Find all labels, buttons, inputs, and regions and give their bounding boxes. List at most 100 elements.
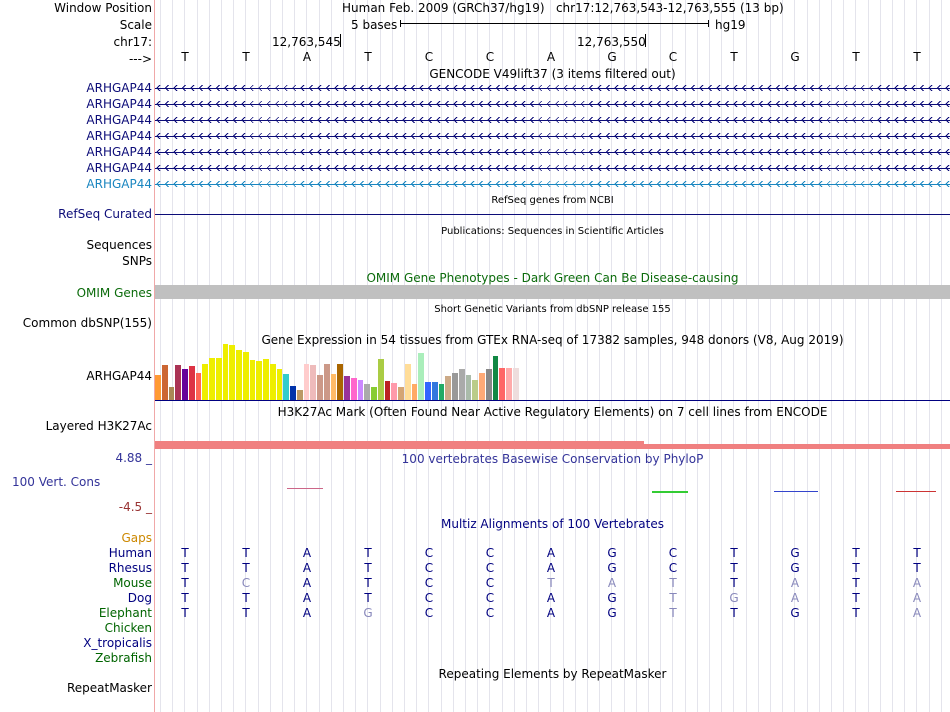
gtex-tissue-bar[interactable] bbox=[452, 373, 458, 400]
gtex-tissue-bar[interactable] bbox=[175, 365, 182, 400]
gtex-tissue-bar[interactable] bbox=[357, 380, 364, 400]
gtex-tissue-bar[interactable] bbox=[418, 353, 425, 400]
alignment-base: C bbox=[485, 561, 495, 575]
layered-h3k27ac-label[interactable]: Layered H3K27Ac bbox=[45, 419, 152, 433]
gtex-tissue-bar[interactable] bbox=[330, 374, 337, 400]
gencode-transcript-line[interactable] bbox=[155, 114, 950, 126]
gtex-tissue-bar[interactable] bbox=[472, 380, 479, 400]
repeatmasker-title: Repeating Elements by RepeatMasker bbox=[438, 667, 667, 681]
gtex-tissue-bar[interactable] bbox=[411, 384, 418, 400]
gtex-tissue-bar[interactable] bbox=[438, 384, 445, 400]
gtex-tissue-bar[interactable] bbox=[215, 358, 222, 400]
gtex-tissue-bar[interactable] bbox=[431, 382, 438, 400]
h3k27ac-signal-right[interactable] bbox=[644, 444, 950, 449]
gtex-tissue-bar[interactable] bbox=[458, 369, 465, 400]
gtex-gene-label[interactable]: ARHGAP44 bbox=[86, 369, 152, 383]
gtex-tissue-bar[interactable] bbox=[155, 375, 161, 400]
gtex-tissue-bar[interactable] bbox=[263, 359, 269, 400]
species-label[interactable]: Chicken bbox=[104, 621, 152, 635]
gtex-tissue-bar[interactable] bbox=[445, 376, 452, 400]
common-dbsnp-label[interactable]: Common dbSNP(155) bbox=[22, 316, 152, 330]
gencode-transcript-label[interactable]: ARHGAP44 bbox=[86, 161, 152, 175]
gtex-tissue-bar[interactable] bbox=[229, 345, 236, 400]
gencode-transcript-label[interactable]: ARHGAP44 bbox=[86, 113, 152, 127]
scale-label: Scale bbox=[119, 18, 152, 32]
gtex-tissue-bar[interactable] bbox=[344, 376, 350, 400]
gaps-label[interactable]: Gaps bbox=[121, 531, 152, 545]
gtex-tissue-bar[interactable] bbox=[492, 356, 499, 400]
repeatmasker-label[interactable]: RepeatMasker bbox=[66, 681, 152, 695]
gtex-tissue-bar[interactable] bbox=[485, 369, 492, 400]
gtex-tissue-bar[interactable] bbox=[202, 364, 209, 400]
gencode-transcript-line[interactable] bbox=[155, 130, 950, 142]
h3k27ac-signal-left[interactable] bbox=[155, 441, 644, 449]
species-label[interactable]: X_tropicalis bbox=[83, 636, 152, 650]
gtex-tissue-bar[interactable] bbox=[425, 382, 431, 400]
omim-genes-label[interactable]: OMIM Genes bbox=[76, 286, 152, 300]
gtex-tissue-bar[interactable] bbox=[303, 364, 310, 400]
gtex-tissue-bar[interactable] bbox=[506, 368, 512, 400]
gencode-transcript-label[interactable]: ARHGAP44 bbox=[86, 97, 152, 111]
gtex-tissue-bar[interactable] bbox=[269, 364, 276, 400]
gtex-tissue-bar[interactable] bbox=[512, 368, 519, 400]
gtex-bar-chart[interactable] bbox=[155, 344, 950, 402]
gencode-transcript-label[interactable]: ARHGAP44 bbox=[86, 81, 152, 95]
gencode-transcript-line[interactable] bbox=[155, 146, 950, 158]
gencode-transcript-line[interactable] bbox=[155, 82, 950, 94]
gtex-tissue-bar[interactable] bbox=[276, 369, 283, 400]
species-label[interactable]: Rhesus bbox=[108, 561, 152, 575]
gtex-tissue-bar[interactable] bbox=[242, 352, 249, 400]
gtex-tissue-bar[interactable] bbox=[188, 366, 195, 400]
gtex-tissue-bar[interactable] bbox=[384, 381, 391, 400]
grid-line bbox=[441, 0, 442, 712]
gtex-tissue-bar[interactable] bbox=[290, 386, 296, 400]
gencode-transcript-line[interactable] bbox=[155, 162, 950, 174]
gtex-tissue-bar[interactable] bbox=[364, 384, 371, 400]
grid-line bbox=[916, 0, 917, 712]
gtex-tissue-bar[interactable] bbox=[296, 390, 303, 400]
gtex-tissue-bar[interactable] bbox=[222, 344, 229, 400]
gtex-tissue-bar[interactable] bbox=[371, 387, 377, 400]
gtex-tissue-bar[interactable] bbox=[249, 360, 256, 400]
omim-gene-bar[interactable] bbox=[155, 285, 950, 299]
gtex-tissue-bar[interactable] bbox=[398, 387, 404, 400]
gtex-tissue-bar[interactable] bbox=[182, 369, 188, 400]
refseq-curated-label[interactable]: RefSeq Curated bbox=[58, 207, 152, 221]
gtex-tissue-bar[interactable] bbox=[391, 383, 398, 400]
gtex-tissue-bar[interactable] bbox=[256, 361, 263, 400]
snps-label[interactable]: SNPs bbox=[122, 254, 152, 268]
gtex-tissue-bar[interactable] bbox=[479, 373, 485, 400]
gtex-tissue-bar[interactable] bbox=[323, 364, 330, 400]
gencode-transcript-line[interactable] bbox=[155, 98, 950, 110]
refseq-gene-line[interactable] bbox=[155, 214, 950, 215]
gtex-tissue-bar[interactable] bbox=[236, 350, 242, 400]
sequences-label[interactable]: Sequences bbox=[86, 238, 152, 252]
gencode-transcript-label[interactable]: ARHGAP44 bbox=[86, 177, 152, 191]
gtex-tissue-bar[interactable] bbox=[168, 387, 175, 400]
gtex-tissue-bar[interactable] bbox=[161, 365, 168, 400]
gtex-tissue-bar[interactable] bbox=[283, 374, 290, 400]
window-position-text: Human Feb. 2009 (GRCh37/hg19) chr17:12,7… bbox=[342, 1, 784, 15]
gtex-tissue-bar[interactable] bbox=[317, 375, 323, 400]
species-label[interactable]: Mouse bbox=[113, 576, 152, 590]
gtex-tissue-bar[interactable] bbox=[350, 378, 357, 400]
species-label[interactable]: Dog bbox=[127, 591, 152, 605]
phylop-track-label[interactable]: 100 Vert. Cons bbox=[12, 475, 101, 489]
gencode-transcript-label[interactable]: ARHGAP44 bbox=[86, 145, 152, 159]
gtex-tissue-bar[interactable] bbox=[377, 359, 384, 400]
gencode-transcript-label[interactable]: ARHGAP44 bbox=[86, 129, 152, 143]
alignment-base: C bbox=[424, 606, 434, 620]
species-label[interactable]: Zebrafish bbox=[95, 651, 152, 665]
gtex-tissue-bar[interactable] bbox=[195, 373, 202, 400]
gtex-tissue-bar[interactable] bbox=[404, 364, 411, 400]
gtex-tissue-bar[interactable] bbox=[337, 364, 344, 400]
species-label[interactable]: Human bbox=[108, 546, 152, 560]
gencode-transcript-line[interactable] bbox=[155, 178, 950, 190]
gtex-tissue-bar[interactable] bbox=[209, 358, 215, 400]
gtex-tissue-bar[interactable] bbox=[465, 375, 472, 400]
gtex-tissue-bar[interactable] bbox=[310, 365, 317, 400]
grid-line bbox=[794, 0, 795, 712]
track-image[interactable]: Human Feb. 2009 (GRCh37/hg19) chr17:12,7… bbox=[155, 0, 950, 712]
species-label[interactable]: Elephant bbox=[98, 606, 152, 620]
gtex-tissue-bar[interactable] bbox=[499, 368, 506, 400]
